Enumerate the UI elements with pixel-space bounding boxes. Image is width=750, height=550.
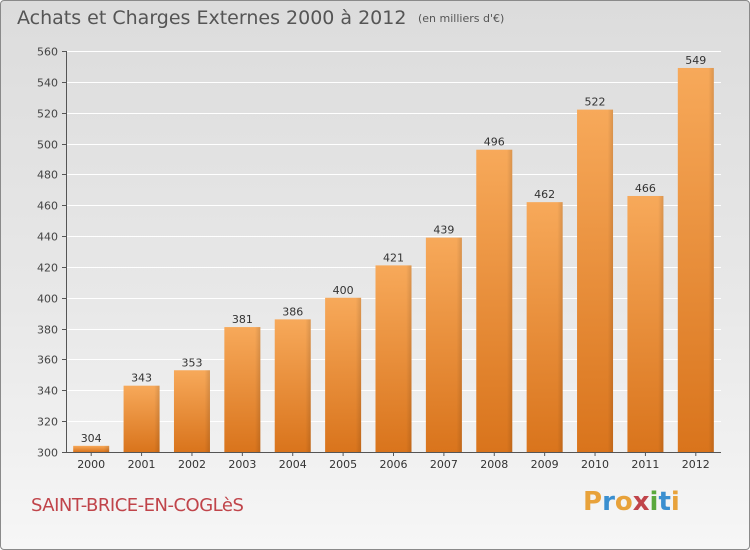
- bar-shade: [476, 149, 513, 452]
- bar-shade: [375, 265, 412, 452]
- logo-letter: i: [649, 487, 659, 517]
- data-label: 304: [81, 432, 102, 445]
- data-label: 466: [635, 182, 656, 195]
- x-tick-label: 2004: [279, 458, 307, 471]
- commune-name: SAINT-BRICE-EN-COGLèS: [31, 495, 244, 516]
- bar-shade: [123, 385, 160, 452]
- x-tick-label: 2002: [178, 458, 206, 471]
- bar-shade: [677, 67, 714, 452]
- y-tick-label: 300: [37, 447, 58, 460]
- data-label: 386: [282, 305, 303, 318]
- bars: 304 343 353 381 386 400 421 439 496 462 522 466 549: [73, 54, 714, 452]
- x-tick-label: 2007: [430, 458, 458, 471]
- data-label: 549: [685, 54, 706, 67]
- data-label: 343: [131, 372, 152, 385]
- y-tick-label: 400: [37, 293, 58, 306]
- y-tick-label: 460: [37, 200, 58, 213]
- x-tick-label: 2012: [682, 458, 710, 471]
- data-label: 439: [433, 224, 454, 237]
- y-tick-label: 320: [37, 416, 58, 429]
- x-tick-label: 2005: [329, 458, 357, 471]
- chart-title: Achats et Charges Externes 2000 à 2012: [17, 7, 407, 29]
- data-label: 421: [383, 251, 404, 264]
- data-label: 496: [484, 136, 505, 149]
- bar-shade: [274, 319, 311, 452]
- unit-note: (en milliers d'€): [418, 12, 505, 25]
- bar-shade: [627, 195, 664, 452]
- bar-shade: [173, 370, 210, 452]
- y-tick-label: 380: [37, 324, 58, 337]
- logo-letter: o: [614, 487, 633, 517]
- data-label: 381: [232, 313, 253, 326]
- x-tick-label: 2001: [128, 458, 156, 471]
- bar-shade: [526, 202, 563, 452]
- y-tick-label: 340: [37, 385, 58, 398]
- y-tick-label: 360: [37, 354, 58, 367]
- logo-letter: x: [632, 487, 650, 517]
- y-tick-label: 440: [37, 231, 58, 244]
- y-tick-label: 480: [37, 169, 58, 182]
- x-tick-label: 2008: [480, 458, 508, 471]
- data-label: 400: [333, 284, 354, 297]
- bar-shade: [577, 109, 614, 452]
- bar-shade: [224, 327, 261, 452]
- logo-letter: P: [583, 487, 603, 517]
- logo-letter: r: [602, 487, 615, 517]
- y-tick-label: 540: [37, 77, 58, 90]
- x-tick-label: 2009: [531, 458, 559, 471]
- bar-shade: [325, 297, 362, 452]
- y-tick-label: 520: [37, 108, 58, 121]
- x-tick-label: 2010: [581, 458, 609, 471]
- x-tick-label: 2006: [380, 458, 408, 471]
- x-tick-label: 2003: [228, 458, 256, 471]
- axes: 300 320 340 360 380 400 420 440 460 480 500 520 540 5…: [37, 46, 721, 471]
- x-tick-label: 2011: [631, 458, 659, 471]
- y-tick-label: 560: [37, 46, 58, 59]
- y-tick-label: 420: [37, 262, 58, 275]
- data-label: 522: [585, 96, 606, 109]
- data-label: 462: [534, 188, 555, 201]
- logo-letter: t: [658, 487, 671, 517]
- bar-shade: [425, 237, 462, 452]
- data-label: 353: [181, 356, 202, 369]
- logo-letter: i: [670, 487, 680, 517]
- proxiti-logo: Proxiti: [583, 487, 680, 517]
- x-tick-label: 2000: [77, 458, 105, 471]
- bar-shade: [73, 445, 110, 452]
- y-tick-label: 500: [37, 139, 58, 152]
